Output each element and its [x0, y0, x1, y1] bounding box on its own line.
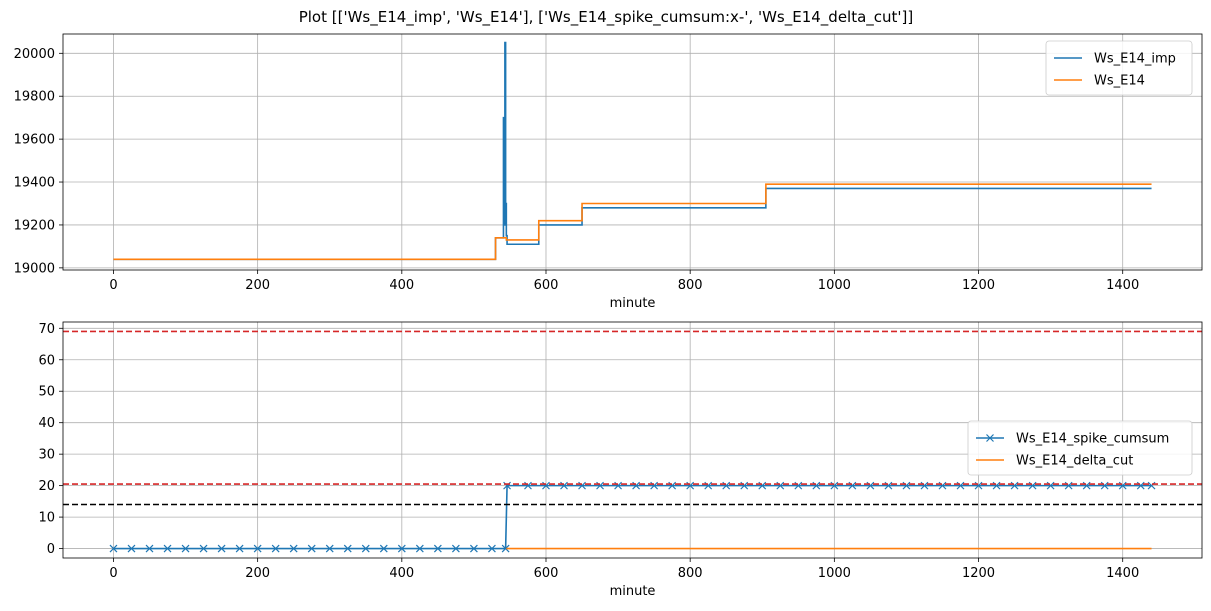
plot-area — [113, 41, 1152, 261]
x-tick-label: 1400 — [1106, 278, 1139, 293]
x-tick-label: 1200 — [962, 566, 995, 581]
axes-frame — [62, 321, 1203, 559]
x-tick-label: 400 — [389, 566, 414, 581]
legend-label: Ws_E14_imp — [1094, 52, 1176, 67]
series-marker — [325, 544, 334, 553]
series-marker — [433, 544, 442, 553]
legend-box — [1045, 40, 1193, 96]
series-marker — [469, 544, 478, 553]
series-marker — [145, 544, 154, 553]
series-marker — [109, 544, 118, 553]
y-tick-label: 0 — [47, 542, 55, 557]
series-marker — [415, 544, 424, 553]
x-tick-label: 200 — [245, 278, 270, 293]
x-axis-label: minute — [610, 296, 656, 311]
legend-label: Ws_E14_spike_cumsum — [1016, 432, 1169, 447]
plot-area — [63, 330, 1202, 553]
series-marker — [163, 544, 172, 553]
series-marker — [289, 544, 298, 553]
series-marker — [343, 544, 352, 553]
y-tick-label: 20000 — [14, 47, 55, 62]
legend-marker — [986, 434, 994, 442]
series-marker — [488, 544, 496, 553]
x-tick-label: 600 — [534, 278, 559, 293]
y-tick-label: 19600 — [14, 133, 55, 148]
x-tick-label: 200 — [245, 566, 270, 581]
x-tick-label: 1200 — [962, 278, 995, 293]
series-line — [113, 484, 1152, 550]
y-tick-label: 20 — [38, 479, 55, 494]
y-tick-label: 30 — [38, 448, 55, 463]
x-tick-label: 600 — [534, 566, 559, 581]
series-marker — [235, 544, 244, 553]
figure-title: Plot [['Ws_E14_imp', 'Ws_E14'], ['Ws_E14… — [299, 8, 914, 27]
y-tick-label: 70 — [38, 322, 55, 337]
series-marker — [307, 544, 316, 553]
x-tick-label: 1000 — [818, 278, 851, 293]
series-marker — [253, 544, 262, 553]
x-tick-label: 0 — [109, 566, 117, 581]
x-tick-label: 800 — [678, 566, 703, 581]
x-axis-label: minute — [610, 584, 656, 599]
y-tick-label: 19400 — [14, 176, 55, 191]
series-line — [113, 183, 1152, 261]
top-axes: 0 200 400 600 800 1000 1200 1400 19000 19200 19400… — [14, 33, 1203, 311]
series-marker — [397, 544, 406, 553]
y-tick-label: 19800 — [14, 90, 55, 105]
x-tick-label: 0 — [109, 278, 117, 293]
y-tick-label: 10 — [38, 511, 55, 526]
y-tick-label: 19000 — [14, 261, 55, 276]
series-marker — [501, 544, 510, 553]
legend-label: Ws_E14 — [1094, 74, 1145, 89]
legend-box — [967, 420, 1193, 476]
y-tick-label: 50 — [38, 385, 55, 400]
series-marker — [379, 544, 388, 553]
x-tick-label: 400 — [389, 278, 414, 293]
x-tick-label: 1400 — [1106, 566, 1139, 581]
y-tick-label: 19200 — [14, 218, 55, 233]
y-tick-label: 40 — [38, 416, 55, 431]
series-marker — [181, 544, 190, 553]
x-tick-label: 800 — [678, 278, 703, 293]
x-tick-label: 1000 — [818, 566, 851, 581]
series-marker — [127, 544, 136, 553]
y-tick-label: 60 — [38, 353, 55, 368]
series-marker — [451, 544, 460, 553]
series-marker — [199, 544, 208, 553]
axes-frame — [62, 33, 1203, 271]
series-marker — [217, 544, 226, 553]
series-line — [113, 41, 1152, 261]
legend-label: Ws_E14_delta_cut — [1016, 454, 1133, 469]
series-marker — [271, 544, 280, 553]
series-marker — [361, 544, 370, 553]
bottom-axes: 0 200 400 600 800 1000 1200 1400 0 10 20 30 40 50 60 70… — [38, 321, 1203, 599]
